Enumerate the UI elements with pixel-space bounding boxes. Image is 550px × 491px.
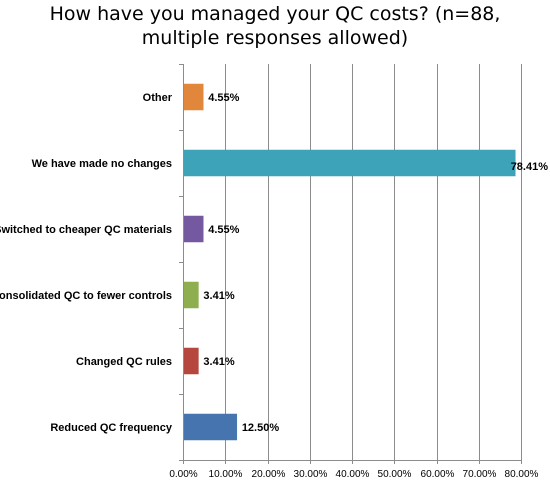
x-tick-label: 70.00% [463,469,497,480]
category-label: Other [143,92,173,104]
bar [183,83,204,111]
x-tick-label: 60.00% [421,469,455,480]
chart-title-line-1: How have you managed your QC costs? (n=8… [49,3,501,25]
category-label: Reduced QC frequency [50,422,173,434]
x-tick-label: 20.00% [252,469,286,480]
category-label: We have made no changes [32,158,172,170]
category-label: Consolidated QC to fewer controls [0,290,172,302]
bar [183,215,204,243]
x-tick-label: 40.00% [336,469,370,480]
category-label: Switched to cheaper QC materials [0,224,172,236]
x-tick-label: 50.00% [378,469,412,480]
x-tick-label: 30.00% [294,469,328,480]
data-label: 12.50% [242,422,280,434]
bar [183,149,516,177]
bar [183,413,238,441]
data-label: 4.55% [208,224,239,236]
axes [179,64,522,464]
chart-title-line-2: multiple responses allowed) [141,27,409,49]
bars [183,83,516,441]
x-tick-label: 10.00% [209,469,243,480]
gridlines [225,64,522,460]
data-label: 3.41% [203,356,234,368]
data-label: 4.55% [208,92,239,104]
data-label: 3.41% [203,290,234,302]
bar [183,281,199,309]
x-tick-label: 0.00% [169,469,197,480]
labels: 0.00% 10.00% 20.00% 30.00% 40.00% 50.00% 60.00… [0,92,548,480]
category-label: Changed QC rules [76,356,172,368]
data-label: 78.41% [511,161,549,173]
bar [183,347,199,375]
x-tick-label: 80.00% [505,469,539,480]
chart-title: How have you managed your QC costs? (n=8… [0,2,550,50]
